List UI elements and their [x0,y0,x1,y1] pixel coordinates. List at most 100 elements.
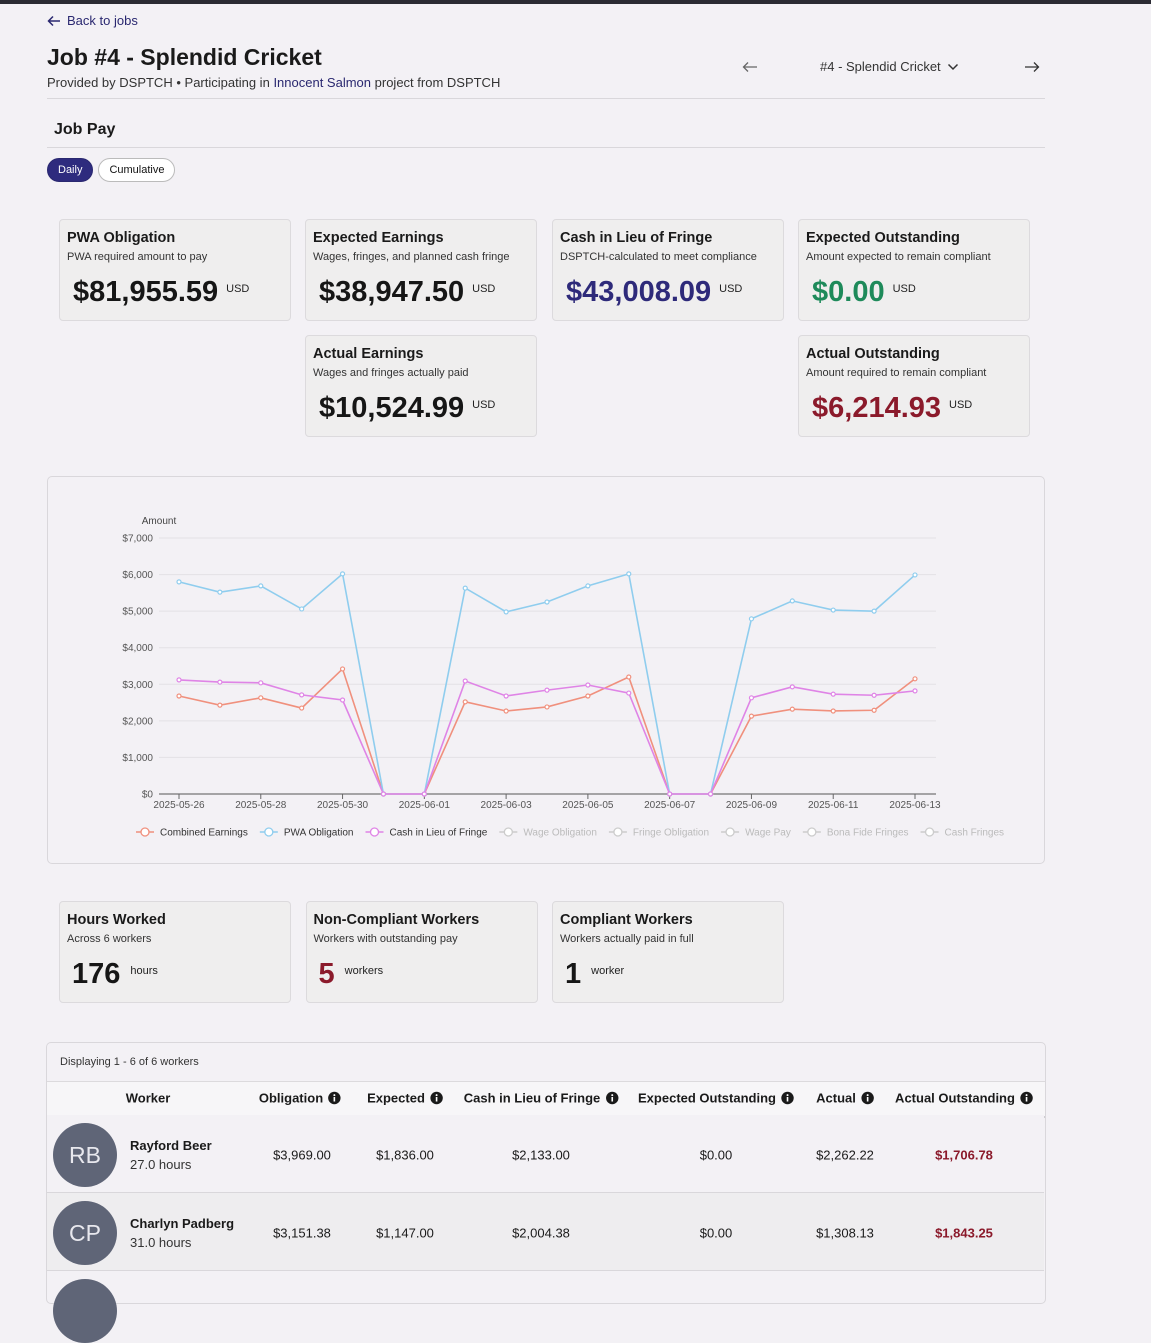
card-amount: $0.00 [812,276,885,308]
data-point [789,706,795,712]
card-unit: hours [130,965,158,978]
y-tick-label: $7,000 [122,534,153,545]
legend-label: Cash Fringes [945,828,1004,839]
legend-item: Combined Earnings [136,827,248,839]
data-point [176,693,182,699]
data-point [299,705,305,711]
legend-label: Wage Obligation [523,828,597,839]
info-stem [866,1097,869,1102]
data-point [176,579,182,585]
divider [47,98,1045,99]
data-point [258,695,264,701]
worker-hours: 31.0 hours [130,1235,192,1250]
data-point [871,707,877,713]
column-header-text: Obligation [258,1090,324,1106]
toggle-button[interactable]: Cumulative [98,158,176,182]
table-cell: $2,262.22 [816,1147,874,1163]
y-tick-label: $4,000 [122,643,153,654]
card-description: Amount expected to remain compliant [806,251,991,263]
legend-item: Cash Fringes [920,827,1004,839]
info-icon[interactable] [328,1091,341,1105]
next-job[interactable] [1024,61,1040,73]
stat-card: Compliant Workers Workers actually paid i… [552,901,784,1003]
job-subtitle: Provided by DSPTCH • Participating in In… [47,75,500,90]
provided: Provided by DSPTCH [47,75,173,90]
prev-job[interactable] [742,61,758,73]
card-description: DSPTCH-calculated to meet compliance [560,251,757,263]
info-stem [610,1097,613,1102]
toggle-group: Daily Cumulative [47,158,176,182]
y-axis-label: Amount [142,516,177,527]
card-amount-row: $10,524.99 USD [319,392,495,425]
project-suffix: project from DSPTCH [374,75,501,90]
pay-card: Actual Outstanding Amount required to rem… [798,335,1030,437]
info-icon[interactable] [1020,1091,1033,1105]
column-header: Cash in Lieu of Fringe [464,1091,619,1106]
card-unit: USD [472,399,496,412]
card-description: Amount required to remain compliant [806,367,987,379]
legend-label: Combined Earnings [160,828,248,839]
x-tick-label: 2025-05-28 [235,800,287,811]
data-point [748,713,755,719]
data-point [217,702,223,708]
toggle-button[interactable]: Daily [47,158,94,182]
table-cell: $1,843.25 [935,1225,993,1241]
info-dot [610,1094,613,1097]
data-point [626,571,632,577]
data-point [339,571,346,577]
pay-card: Expected Earnings Wages, fringes, and pla… [305,219,537,321]
info-icon[interactable] [861,1091,874,1105]
legend-item: Fringe Obligation [608,827,709,839]
data-point [707,791,714,797]
card-unit: USD [949,399,973,412]
project-link[interactable]: Innocent Salmon [273,75,372,90]
info-stem [1025,1097,1028,1102]
data-point [339,697,346,703]
legend-label: Cash in Lieu of Fringe [390,828,488,839]
job-selector[interactable]: #4 - Splendid Cricket [820,59,959,74]
info-icon[interactable] [430,1091,443,1105]
card-unit: USD [472,283,496,296]
data-point [503,708,509,714]
card-value: 1 [565,958,582,990]
info-icon[interactable] [781,1091,794,1105]
info-stem [786,1097,789,1102]
data-point [544,704,550,710]
info-dot [435,1094,438,1097]
column-header: Expected [367,1091,443,1106]
legend-label: Wage Pay [745,828,791,839]
data-point [339,666,346,672]
chart-panel: Amount $0 $1,000 $2,000 $3,000 $4,000 $5,000 $6… [47,476,1045,864]
y-tick-label: $0 [142,790,154,801]
data-point [380,791,387,797]
x-tick-label: 2025-05-26 [153,800,205,811]
info-dot [786,1094,789,1097]
table-row [47,1193,1044,1271]
x-tick-label: 2025-06-03 [481,800,533,811]
column-header: Worker [126,1091,171,1106]
card-amount-row: $0.00 USD [812,276,916,309]
card-description: Wages and fringes actually paid [313,367,469,379]
card-description: Across 6 workers [67,933,152,945]
data-point [748,695,755,701]
info-dot [1025,1094,1028,1097]
x-tick-label: 2025-06-09 [726,800,778,811]
data-point [585,682,591,688]
data-point [626,674,632,680]
card-amount-row: $43,008.09 USD [566,276,742,309]
back-text: Back to jobs [67,13,138,28]
back-link[interactable]: Back to jobs [47,13,138,28]
card-title: Non-Compliant Workers [313,912,480,928]
info-icon[interactable] [605,1091,618,1105]
table-cell: $3,969.00 [273,1147,331,1163]
card-unit: USD [719,283,743,296]
data-point [258,583,264,589]
table-cell: $0.00 [699,1225,733,1241]
table-cell: $2,004.38 [512,1225,570,1241]
column-header: Actual Outstanding [895,1091,1033,1106]
pay-card: Expected Outstanding Amount expected to r… [798,219,1030,321]
card-title: Actual Earnings [313,346,424,362]
column-header-text: Actual [816,1090,856,1106]
data-point [258,680,264,686]
